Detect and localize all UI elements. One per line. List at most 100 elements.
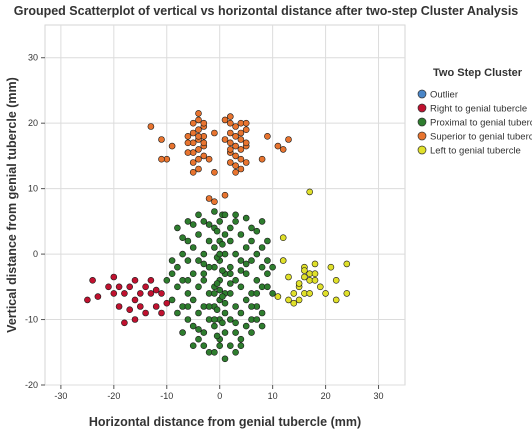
data-point-series-3-point-43	[227, 146, 234, 153]
data-point-series-1-point-14	[142, 309, 149, 317]
data-point-series-2-point-108	[216, 250, 223, 258]
data-point-series-1-point-11	[137, 290, 144, 297]
data-point-series-2-point-117	[184, 218, 192, 225]
data-point-series-2-point-58	[174, 309, 181, 317]
data-point-series-4-point-20	[327, 263, 335, 271]
legend-title: Two Step Cluster	[433, 67, 523, 79]
data-point-series-2-point-41	[189, 296, 197, 304]
legend-marker	[417, 103, 427, 113]
data-point-series-3-point-24	[227, 119, 234, 127]
data-point-series-2-point-105	[242, 260, 250, 268]
data-point-series-2-point-51	[174, 263, 181, 271]
data-point-series-2-point-76	[242, 296, 250, 304]
data-point-series-2-point-68	[242, 244, 250, 251]
data-point-series-2-point-75	[227, 290, 234, 297]
data-point-series-2-point-22	[219, 241, 226, 248]
data-point-series-3-point-5	[189, 129, 197, 137]
data-point-series-2-point-125	[200, 260, 208, 268]
data-point-series-2-point-67	[227, 237, 234, 245]
data-point-series-2-point-0	[216, 218, 223, 225]
data-point-series-4-point-18	[290, 299, 298, 307]
data-point-series-3-point-45	[237, 129, 245, 137]
data-point-series-2-point-29	[213, 332, 221, 340]
data-point-series-4-point-25	[306, 188, 314, 196]
data-point-series-2-point-132	[216, 286, 223, 294]
data-point-series-2-point-78	[237, 309, 245, 317]
data-point-series-2-point-122	[174, 224, 181, 232]
data-point-series-3-point-4	[195, 126, 202, 133]
data-point-series-4-point-0	[279, 234, 287, 241]
data-point-series-2-point-30	[200, 218, 208, 225]
data-point-series-2-point-80	[242, 322, 250, 330]
legend-label: Proximal to genial tubercle	[430, 118, 532, 129]
data-point-series-2-point-93	[258, 309, 266, 317]
data-point-series-2-point-69	[232, 250, 239, 258]
data-point-series-3-point-28	[232, 133, 239, 140]
data-point-series-3-point-59	[205, 195, 213, 202]
data-point-series-3-point-18	[189, 169, 197, 176]
data-point-series-4-point-4	[285, 296, 292, 304]
data-point-series-2-point-73	[232, 276, 239, 284]
legend-label: Outlier	[430, 90, 458, 101]
data-point-series-3-point-62	[285, 136, 292, 143]
data-point-series-3-point-39	[242, 126, 250, 133]
data-point-series-1-point-5	[121, 290, 128, 297]
data-point-series-2-point-79	[227, 316, 234, 323]
data-point-series-3-point-35	[237, 155, 245, 163]
data-point-series-2-point-136	[248, 303, 255, 310]
data-point-series-2-point-120	[258, 218, 266, 225]
data-point-series-1-point-23	[105, 283, 112, 291]
data-point-series-4-point-12	[311, 270, 319, 278]
data-point-series-3-point-30	[227, 139, 234, 147]
data-point-series-2-point-53	[184, 290, 192, 297]
data-point-series-2-point-104	[184, 276, 192, 284]
data-point-series-2-point-63	[179, 234, 186, 241]
data-point-series-2-point-126	[227, 280, 234, 287]
data-point-series-2-point-86	[258, 263, 266, 271]
x-tick-label: 0	[217, 391, 222, 401]
y-tick-label: -10	[25, 315, 38, 325]
data-point-series-2-point-4	[211, 244, 218, 251]
data-point-series-3-point-0	[195, 110, 202, 117]
data-point-series-2-point-101	[221, 355, 229, 363]
data-point-series-3-point-53	[158, 136, 165, 143]
data-point-series-2-point-32	[205, 237, 213, 245]
data-point-series-2-point-94	[264, 257, 271, 264]
x-tick-label: 30	[374, 391, 384, 401]
data-point-series-1-point-24	[152, 286, 160, 294]
data-point-series-2-point-83	[248, 257, 255, 264]
data-point-series-2-point-110	[205, 221, 213, 228]
data-point-series-3-point-58	[221, 191, 229, 199]
data-point-series-4-point-13	[311, 276, 319, 284]
data-point-series-2-point-34	[200, 250, 208, 258]
data-point-series-4-point-24	[343, 290, 351, 297]
data-point-series-2-point-123	[211, 348, 218, 356]
data-point-series-4-point-3	[274, 293, 282, 300]
x-tick-label: -30	[54, 391, 67, 401]
data-point-series-2-point-2	[221, 231, 229, 238]
data-point-series-2-point-33	[189, 244, 197, 251]
y-axis-label: Vertical distance from genial tubercle (…	[5, 77, 19, 333]
data-point-series-3-point-16	[184, 149, 192, 156]
data-point-series-3-point-44	[232, 169, 239, 176]
data-point-series-2-point-96	[248, 329, 255, 336]
data-point-series-1-point-10	[131, 296, 139, 304]
data-point-series-2-point-45	[189, 322, 197, 330]
data-point-series-1-point-22	[110, 290, 118, 297]
data-point-series-2-point-137	[184, 303, 192, 310]
data-point-series-4-point-5	[290, 290, 298, 297]
data-point-series-2-point-84	[253, 250, 261, 258]
data-point-series-1-point-17	[152, 303, 160, 310]
data-point-series-4-point-23	[343, 260, 351, 268]
data-point-series-4-point-1	[279, 257, 287, 264]
data-point-series-3-point-64	[264, 133, 271, 140]
data-points	[84, 110, 351, 363]
data-point-series-2-point-109	[227, 224, 234, 232]
data-point-series-2-point-118	[189, 221, 197, 228]
data-point-series-3-point-17	[184, 133, 192, 140]
data-point-series-2-point-112	[211, 208, 218, 215]
data-point-series-3-point-55	[158, 155, 165, 163]
data-point-series-2-point-19	[216, 342, 223, 350]
data-point-series-3-point-60	[274, 142, 282, 150]
data-point-series-2-point-46	[200, 329, 208, 336]
